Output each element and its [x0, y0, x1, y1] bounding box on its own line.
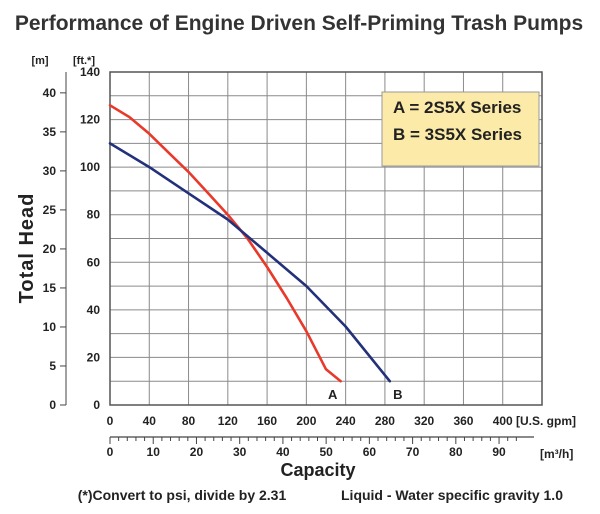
gpm-tick-label: 80 — [182, 414, 196, 428]
gpm-tick-label: 360 — [453, 414, 473, 428]
series-line-a — [108, 104, 342, 383]
ft-tick-label: 0 — [93, 398, 100, 412]
gpm-tick-label: 40 — [143, 414, 157, 428]
m3h-axis: 0 10 20 30 40 50 60 70 80 90 — [107, 436, 534, 459]
legend-entry-a: A = 2S5X Series — [393, 98, 521, 117]
m3h-tick-label: 30 — [233, 445, 247, 459]
gpm-tick-label: 160 — [257, 414, 277, 428]
m3h-tick-label: 0 — [107, 445, 114, 459]
gpm-tick-label: 0 — [107, 414, 114, 428]
chart-title: Performance of Engine Driven Self-Primin… — [15, 12, 583, 35]
m-tick-label: 25 — [43, 203, 57, 217]
legend-background — [381, 91, 540, 167]
gpm-axis: 0 40 80 120 160 200 240 280 320 360 400 — [107, 414, 513, 428]
m-tick-label: 30 — [43, 164, 57, 178]
m3h-tick-label: 90 — [492, 445, 506, 459]
gpm-tick-label: 320 — [414, 414, 434, 428]
m-tick-label: 35 — [43, 125, 57, 139]
series-line-b — [108, 142, 392, 383]
m3h-tick-label: 50 — [319, 445, 333, 459]
m3h-tick-label: 70 — [406, 445, 420, 459]
m-tick-label: 20 — [43, 242, 57, 256]
gpm-tick-label: 280 — [375, 414, 395, 428]
ft-tick-label: 80 — [87, 208, 101, 222]
ft-tick-label: 120 — [80, 113, 100, 127]
m-axis: 0 5 10 15 20 25 30 35 40 — [43, 72, 67, 412]
legend-box: A = 2S5X Series B = 3S5X Series — [381, 91, 540, 167]
m-tick-label: 10 — [43, 320, 57, 334]
gpm-tick-label: 200 — [296, 414, 316, 428]
ft-tick-label: 20 — [87, 350, 101, 364]
plot-frame — [109, 71, 543, 406]
m3h-tick-label: 60 — [363, 445, 377, 459]
series-label-b: B — [393, 387, 402, 402]
m-tick-label: 0 — [49, 398, 56, 412]
ft-axis: 0 20 40 60 80 100 120 140 — [80, 65, 100, 412]
m3h-tick-label: 10 — [147, 445, 161, 459]
ft-tick-label: 140 — [80, 65, 100, 79]
left-y-unit-label: [m] — [31, 55, 48, 67]
m3h-tick-label: 20 — [190, 445, 204, 459]
y-axis-title: Total Head — [16, 193, 38, 304]
m3h-tick-label: 80 — [449, 445, 463, 459]
m3h-unit-label: [m³/h] — [540, 447, 573, 461]
right-y-unit-label: [ft.*] — [73, 55, 95, 67]
gpm-tick-label: 120 — [218, 414, 238, 428]
ft-tick-label: 40 — [87, 303, 101, 317]
gpm-tick-label: 240 — [336, 414, 356, 428]
footnote-psi: (*)Convert to psi, divide by 2.31 — [78, 487, 287, 503]
legend-entry-b: B = 3S5X Series — [393, 125, 522, 144]
ft-tick-label: 60 — [87, 255, 101, 269]
m3h-tick-label: 40 — [276, 445, 290, 459]
series-label-a: A — [328, 387, 338, 402]
m-tick-label: 15 — [43, 281, 57, 295]
gpm-unit-label: [U.S. gpm] — [516, 414, 576, 428]
gpm-tick-label: 400 — [493, 414, 513, 428]
ft-tick-label: 100 — [80, 160, 100, 174]
x-axis-title: Capacity — [280, 460, 355, 480]
m-tick-label: 40 — [43, 86, 57, 100]
m-tick-label: 5 — [49, 359, 56, 373]
footnote-liquid: Liquid - Water specific gravity 1.0 — [341, 487, 563, 503]
